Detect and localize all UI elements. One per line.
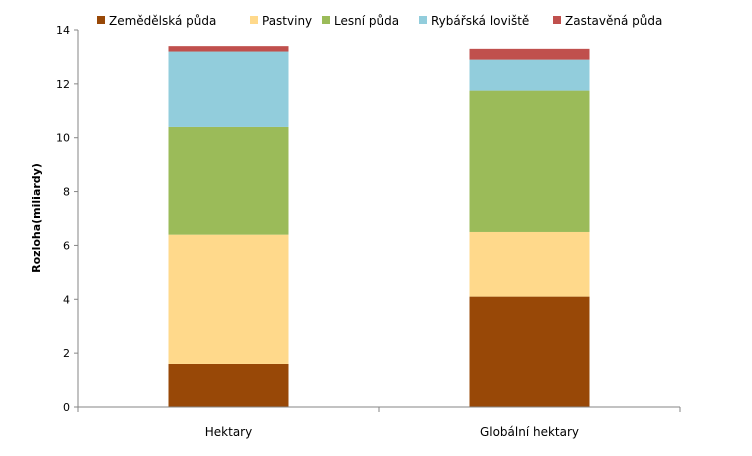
bar-segment bbox=[469, 296, 590, 407]
x-tick-label: Hektary bbox=[205, 425, 252, 439]
bar-segment bbox=[469, 59, 590, 91]
y-tick-label: 10 bbox=[56, 132, 70, 145]
y-tick-label: 0 bbox=[63, 401, 70, 414]
bar-segment bbox=[168, 234, 289, 364]
legend-swatch bbox=[322, 16, 330, 24]
legend-swatch bbox=[97, 16, 105, 24]
bar-segment bbox=[469, 48, 590, 60]
legend-swatch bbox=[553, 16, 561, 24]
x-axis: Hektary Globální hektary bbox=[77, 406, 681, 439]
bar-segment bbox=[168, 126, 289, 235]
y-axis: 0 2 4 6 8 10 12 14 bbox=[56, 24, 79, 414]
bar-segment bbox=[168, 363, 289, 407]
legend-label: Lesní půda bbox=[334, 14, 399, 28]
x-tick-label: Globální hektary bbox=[480, 425, 579, 439]
legend-swatch bbox=[419, 16, 427, 24]
bar-segment bbox=[469, 90, 590, 232]
legend-swatch bbox=[250, 16, 258, 24]
y-tick-label: 6 bbox=[63, 239, 70, 252]
y-tick-label: 14 bbox=[56, 24, 70, 37]
legend-label: Zastavěná půda bbox=[565, 14, 662, 28]
legend-label: Rybářská loviště bbox=[431, 14, 529, 28]
y-tick-label: 4 bbox=[63, 293, 70, 306]
bar-segment bbox=[168, 46, 289, 52]
bars bbox=[168, 46, 590, 407]
legend: Zemědělská půda Pastviny Lesní půda Rybářsk… bbox=[97, 14, 662, 28]
bar-segment bbox=[168, 51, 289, 127]
legend-label: Zemědělská půda bbox=[109, 14, 216, 28]
legend-label: Pastviny bbox=[262, 14, 312, 28]
y-tick-label: 2 bbox=[63, 347, 70, 360]
y-axis-label: Rozloha(miliardy) bbox=[30, 163, 43, 273]
bar-segment bbox=[469, 231, 590, 297]
y-tick-label: 12 bbox=[56, 78, 70, 91]
y-tick-label: 8 bbox=[63, 186, 70, 199]
